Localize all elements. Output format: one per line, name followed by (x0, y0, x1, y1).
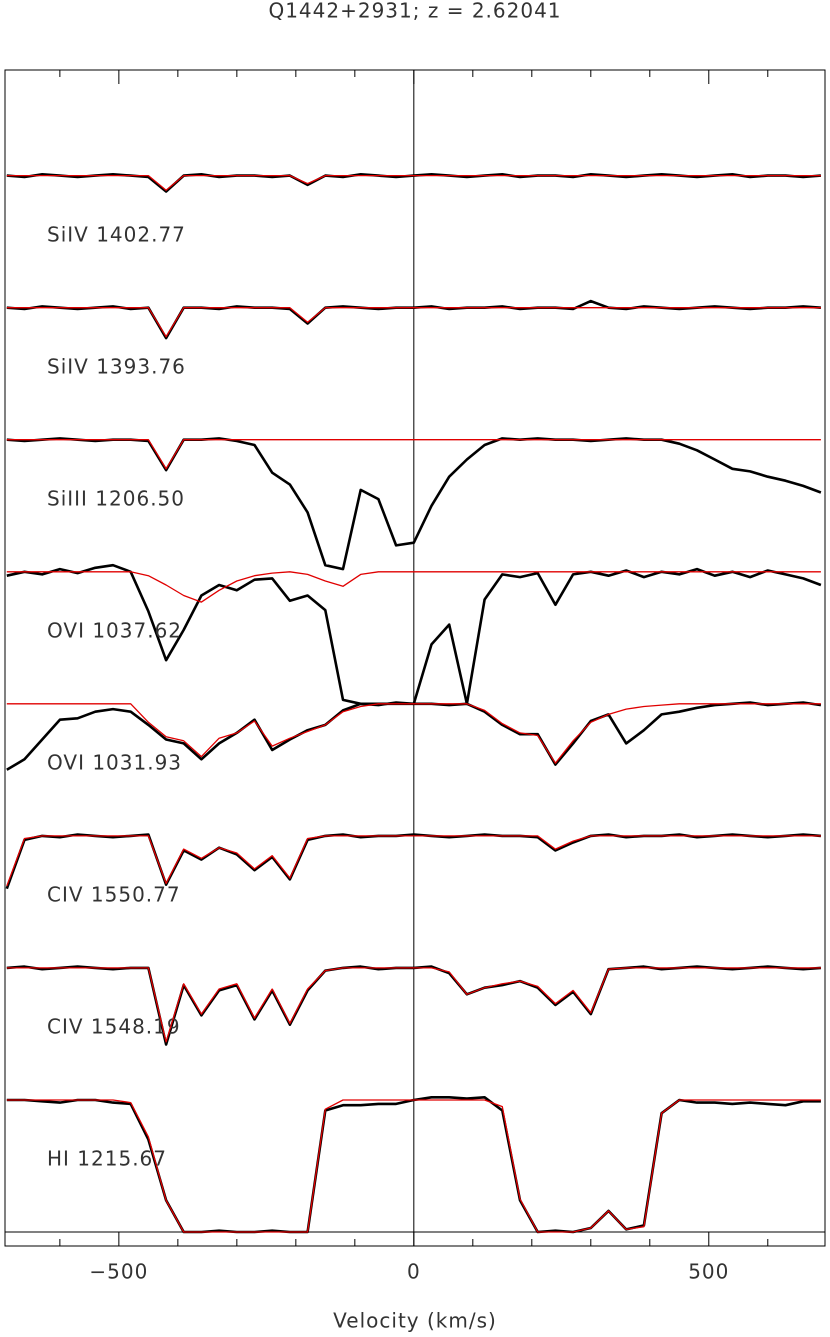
fit-line (6, 967, 821, 1043)
x-tick-label: 500 (688, 1260, 729, 1284)
fit-line (6, 835, 821, 887)
fit-line (6, 571, 821, 603)
spectrum-label: SiIII 1206.50 (47, 487, 185, 511)
x-tick-label: −500 (89, 1260, 148, 1284)
spectrum-label: OVI 1031.93 (47, 751, 182, 775)
spectrum-label: SiIV 1402.77 (47, 223, 186, 247)
spectrum-label: HI 1215.67 (47, 1147, 167, 1171)
spectrum-label: CIV 1550.77 (47, 883, 181, 907)
spectrum-label: CIV 1548.19 (47, 1015, 181, 1039)
fit-line (6, 174, 821, 191)
x-tick-label: 0 (407, 1260, 421, 1284)
chart-title: Q1442+2931; z = 2.62041 (268, 0, 561, 23)
spectrum-label: SiIV 1393.76 (47, 355, 186, 379)
x-axis-label: Velocity (km/s) (333, 1309, 497, 1333)
spectrum-line (6, 437, 822, 571)
fit-line (6, 703, 821, 764)
spectrum-label: OVI 1037.62 (47, 619, 182, 643)
fit-line (6, 307, 821, 338)
fit-line (6, 1099, 821, 1233)
plot-frame (4, 69, 826, 1247)
fit-line (6, 439, 821, 470)
